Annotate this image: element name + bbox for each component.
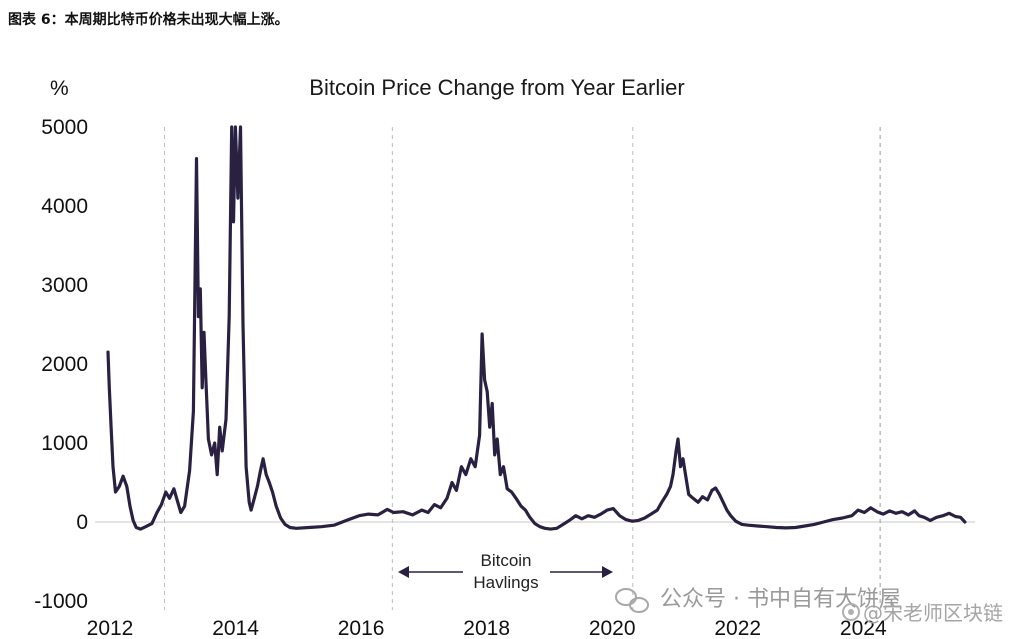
- y-tick-label: -1000: [34, 590, 88, 613]
- x-tick-label: 2018: [463, 617, 510, 639]
- wechat-icon: [615, 588, 649, 613]
- weibo-icon: [842, 603, 860, 621]
- y-tick-label: 3000: [41, 274, 88, 297]
- annotation-arrow-left: [398, 566, 463, 578]
- x-tick-label: 2012: [87, 617, 134, 639]
- y-tick-label: 0: [76, 511, 88, 534]
- y-tick-label: 5000: [41, 116, 88, 139]
- y-tick-label: 4000: [41, 195, 88, 218]
- x-tick-label: 2014: [212, 617, 259, 639]
- x-tick-label: 2020: [589, 617, 636, 639]
- series-line: [106, 125, 967, 531]
- y-tick-label: 2000: [41, 353, 88, 376]
- annotation-line1: Bitcoin: [480, 551, 531, 570]
- x-tick-label: 2016: [338, 617, 385, 639]
- x-tick-label: 2024: [840, 617, 887, 639]
- figure-caption: 图表 6：本周期比特币价格未出现大幅上涨。: [8, 12, 289, 28]
- annotation-arrow-right: [550, 566, 613, 578]
- y-axis-unit-label: %: [50, 77, 69, 100]
- watermark-author: @宋老师区块链: [863, 601, 1003, 625]
- watermark-account: 公众号 · 书中自有大饼屋: [660, 587, 901, 612]
- chart-title: Bitcoin Price Change from Year Earlier: [309, 75, 684, 100]
- annotation-line2: Havlings: [473, 573, 538, 592]
- x-tick-label: 2022: [714, 617, 761, 639]
- y-tick-label: 1000: [41, 432, 88, 455]
